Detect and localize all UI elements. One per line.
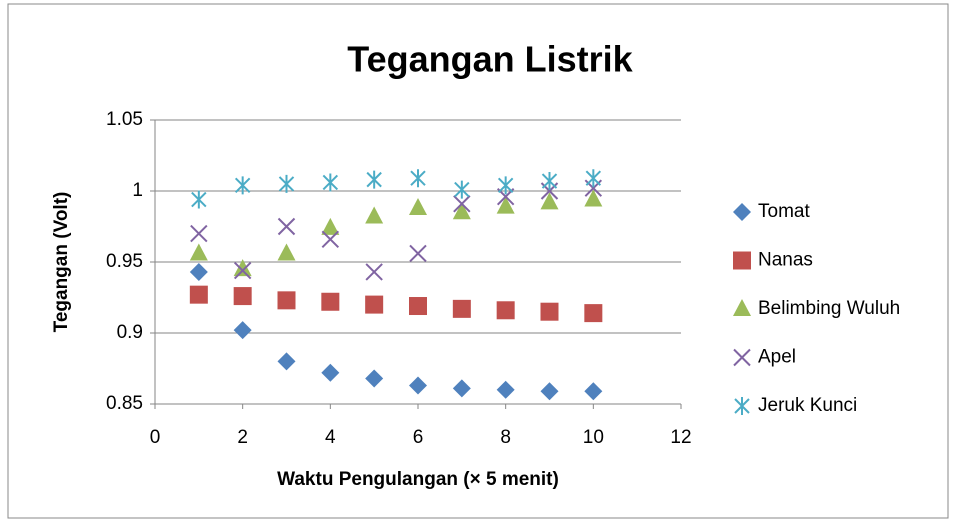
marker-triangle (452, 202, 471, 220)
y-tick-label: 0.85 (106, 393, 143, 414)
y-tick-label: 1.05 (106, 109, 143, 130)
marker-triangle (233, 259, 252, 277)
marker-triangle (540, 192, 559, 210)
marker-star (234, 176, 251, 195)
marker-diamond (733, 203, 751, 221)
marker-triangle (365, 206, 384, 224)
marker-square (233, 287, 252, 306)
marker-star (734, 397, 750, 415)
marker-x (453, 195, 471, 213)
marker-diamond (365, 369, 384, 388)
legend-label: Jeruk Kunci (758, 395, 857, 416)
legend-label: Apel (758, 347, 796, 368)
marker-square (365, 295, 384, 314)
marker-triangle (496, 196, 515, 214)
marker-x (233, 261, 252, 280)
x-tick-label: 4 (325, 427, 336, 448)
marker-x (733, 348, 751, 367)
x-tick-label: 6 (413, 427, 424, 448)
marker-diamond (277, 352, 296, 371)
marker-diamond (409, 376, 427, 395)
marker-square (409, 297, 427, 316)
marker-diamond (452, 379, 471, 398)
x-tick-label: 2 (237, 427, 248, 448)
marker-square (452, 299, 471, 318)
y-tick-label: 0.95 (106, 251, 143, 272)
legend-label: Tomat (758, 201, 810, 222)
marker-square (733, 251, 751, 270)
marker-star (191, 190, 207, 209)
x-axis-title: Waktu Pengulangan (× 5 menit) (277, 469, 559, 490)
marker-x (321, 230, 340, 248)
marker-star (278, 174, 295, 193)
marker-diamond (496, 380, 515, 399)
marker-square (584, 304, 603, 323)
x-tick-label: 12 (670, 427, 691, 448)
marker-star (366, 170, 382, 189)
marker-square (189, 285, 208, 304)
marker-star (322, 173, 339, 192)
marker-star (541, 172, 558, 191)
marker-triangle (321, 217, 340, 235)
marker-diamond (540, 382, 559, 401)
y-tick-label: 0.9 (117, 322, 143, 343)
marker-diamond (233, 321, 252, 340)
marker-x (277, 217, 296, 236)
marker-triangle (189, 243, 208, 261)
marker-square (321, 292, 340, 311)
marker-triangle (277, 243, 296, 261)
marker-x (365, 263, 383, 281)
marker-x (190, 224, 208, 243)
legend-label: Nanas (758, 250, 813, 271)
legend-label: Belimbing Wuluh (758, 298, 900, 319)
chart-frame (7, 3, 949, 519)
marker-star (410, 169, 426, 188)
x-tick-label: 10 (583, 427, 604, 448)
marker-triangle (409, 198, 427, 216)
marker-diamond (321, 363, 340, 382)
marker-star (497, 176, 514, 195)
marker-square (540, 302, 559, 321)
marker-star (585, 169, 602, 188)
marker-triangle (584, 189, 603, 207)
y-tick-label: 1 (132, 180, 143, 201)
x-tick-label: 8 (500, 427, 511, 448)
y-axis-title: Tegangan (Volt) (51, 192, 72, 333)
marker-star (454, 180, 470, 199)
marker-diamond (584, 382, 603, 401)
marker-x (409, 244, 427, 263)
marker-diamond (189, 262, 208, 281)
marker-square (496, 301, 515, 320)
chart-title: Tegangan Listrik (347, 39, 633, 80)
x-tick-label: 0 (150, 427, 161, 448)
marker-square (277, 291, 296, 310)
marker-triangle (733, 299, 751, 316)
